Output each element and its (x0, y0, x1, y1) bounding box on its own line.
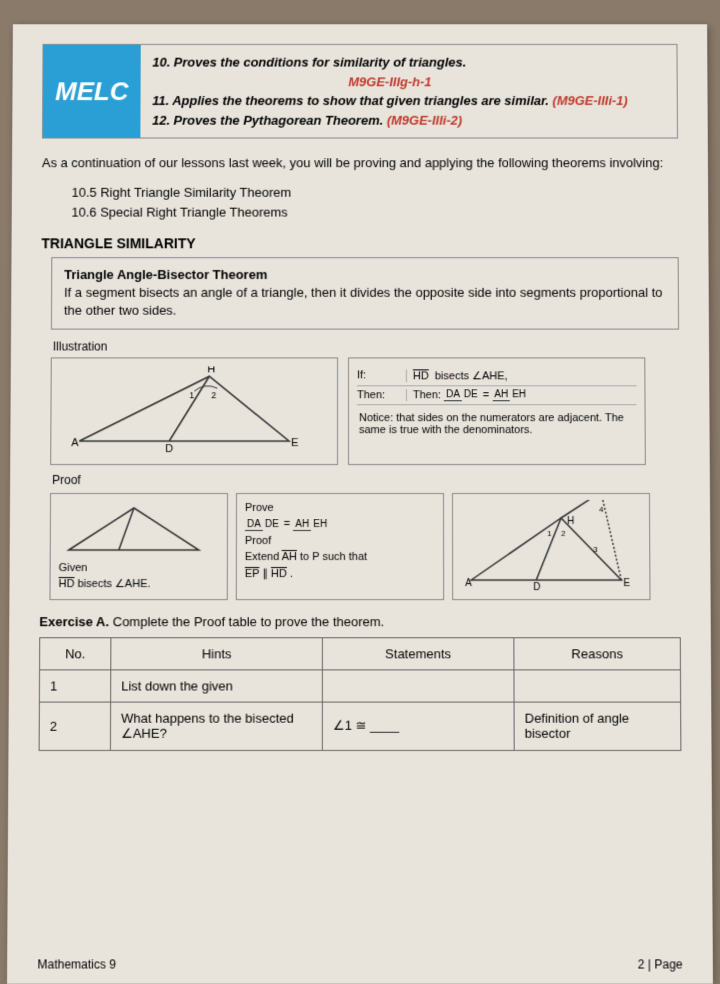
diagram-box: A E D H 1 2 3 4 (452, 493, 651, 600)
svg-text:H: H (567, 516, 574, 527)
theorem-title: Triangle Angle-Bisector Theorem (64, 266, 666, 284)
theorem-105: 10.5 Right Triangle Similarity Theorem (72, 182, 679, 203)
prove-box: Prove DADE = AHEH Proof Extend AH to P s… (236, 493, 444, 600)
then-value: Then: DADE = AHEH (407, 389, 637, 401)
cell-no-1: 1 (39, 670, 110, 702)
svg-text:4: 4 (599, 505, 604, 514)
proof-label: Proof (52, 473, 680, 487)
theorem-106: 10.6 Special Right Triangle Theorems (71, 203, 678, 224)
svg-text:E: E (291, 437, 298, 449)
parallel-text: EP ∥ HD . (245, 566, 435, 583)
illustration-conditions: If: HD bisects ∠AHE, Then: Then: DADE = … (348, 357, 646, 465)
melc-code-10: M9GE-IIIg-h-1 (348, 74, 431, 89)
col-hints: Hints (111, 637, 323, 669)
svg-text:D: D (533, 582, 540, 590)
melc-content: 10. Proves the conditions for similarity… (140, 45, 640, 138)
proof-table: No. Hints Statements Reasons 1 List down… (39, 637, 682, 751)
proof-row: Given HD bisects ∠AHE. Prove DADE = AHEH… (49, 493, 670, 600)
cell-no-2: 2 (39, 702, 111, 750)
svg-text:1: 1 (547, 529, 552, 538)
table-row: 2 What happens to the bisected ∠AHE? ∠1 … (39, 702, 681, 750)
footer: Mathematics 9 2 | Page (37, 957, 682, 971)
theorem-box: Triangle Angle-Bisector Theorem If a seg… (51, 257, 679, 329)
illustration-triangle: H A E D 1 2 (50, 357, 338, 465)
svg-text:A: A (71, 437, 79, 449)
cell-hint-1: List down the given (111, 670, 323, 702)
cell-reason-1 (514, 670, 681, 702)
svg-text:2: 2 (561, 529, 566, 538)
if-value: HD bisects ∠AHE, (407, 369, 637, 382)
illustration-row: H A E D 1 2 If: HD bisects ∠AHE, Then: T… (50, 357, 670, 465)
cell-hint-2: What happens to the bisected ∠AHE? (110, 702, 322, 750)
cell-stmt-2: ∠1 ≅ ____ (322, 702, 514, 750)
illustration-label: Illustration (53, 339, 679, 353)
given-value: HD bisects ∠AHE. (59, 576, 219, 593)
melc-code-12: (M9GE-IIIi-2) (387, 112, 462, 127)
exercise-text: Exercise A. Complete the Proof table to … (39, 614, 680, 629)
extend-text: Extend AH to P such that (245, 549, 435, 566)
melc-item-12: 12. Proves the Pythagorean Theorem. (152, 112, 383, 127)
melc-item-11: 11. Applies the theorems to show that gi… (152, 93, 549, 108)
prove-label: Prove (245, 500, 435, 516)
col-reasons: Reasons (514, 637, 681, 669)
svg-text:1: 1 (189, 390, 194, 400)
cell-stmt-1 (322, 670, 514, 702)
given-label: Given (59, 560, 219, 577)
proof-sublabel: Proof (245, 533, 435, 550)
melc-item-10: 10. Proves the conditions for similarity… (152, 55, 466, 70)
svg-text:D: D (165, 443, 173, 455)
theorem-list: 10.5 Right Triangle Similarity Theorem 1… (71, 182, 678, 223)
melc-label: MELC (43, 45, 140, 138)
cell-reason-2: Definition of angle bisector (514, 702, 681, 750)
given-triangle-svg (59, 500, 209, 560)
col-statements: Statements (322, 637, 514, 669)
table-header-row: No. Hints Statements Reasons (40, 637, 681, 669)
svg-text:3: 3 (593, 545, 598, 554)
svg-text:A: A (465, 578, 472, 589)
given-box: Given HD bisects ∠AHE. (49, 493, 228, 600)
extended-triangle-svg: A E D H 1 2 3 4 (461, 500, 631, 590)
then-label: Then: (357, 389, 407, 401)
prove-ratio: DADE = AHEH (245, 516, 435, 533)
intro-text: As a continuation of our lessons last we… (42, 153, 678, 172)
melc-box: MELC 10. Proves the conditions for simil… (42, 44, 678, 139)
section-title: TRIANGLE SIMILARITY (41, 235, 678, 251)
svg-text:H: H (207, 366, 215, 375)
page: MELC 10. Proves the conditions for simil… (7, 24, 713, 983)
melc-code-11: (M9GE-IIIi-1) (552, 93, 627, 108)
col-no: No. (40, 637, 111, 669)
if-label: If: (357, 369, 407, 382)
triangle-svg: H A E D 1 2 (59, 366, 309, 456)
footer-right: 2 | Page (638, 957, 683, 971)
notice-text: Notice: that sides on the numerators are… (357, 408, 637, 440)
table-row: 1 List down the given (39, 670, 680, 702)
svg-text:2: 2 (211, 390, 216, 400)
footer-left: Mathematics 9 (37, 957, 116, 971)
svg-text:E: E (623, 578, 630, 589)
theorem-body: If a segment bisects an angle of a trian… (64, 284, 666, 320)
